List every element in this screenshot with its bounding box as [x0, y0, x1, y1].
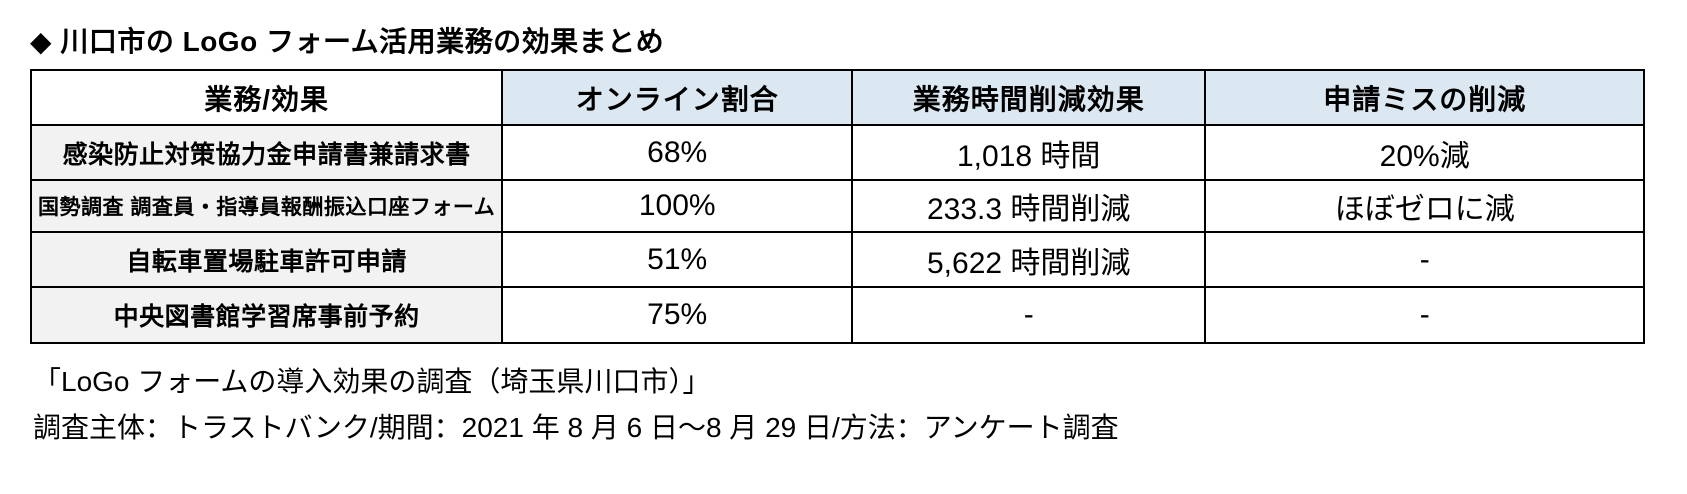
cell-time-saved: 233.3 時間削減 [851, 179, 1207, 233]
table-row: 感染防止対策協力金申請書兼請求書 68% 1,018 時間 20%減 [29, 124, 1646, 181]
cell-error-reduction: - [1204, 231, 1646, 288]
row-label: 国勢調査 調査員・指導員報酬振込口座フォーム [29, 179, 504, 233]
column-header-time-saved: 業務時間削減効果 [851, 69, 1207, 126]
cell-time-saved: - [851, 286, 1207, 344]
cell-online-rate: 51% [501, 231, 854, 288]
table-header-row: 業務/効果 オンライン割合 業務時間削減効果 申請ミスの削減 [29, 69, 1646, 126]
table-row: 自転車置場駐車許可申請 51% 5,622 時間削減 - [29, 231, 1646, 288]
cell-error-reduction: - [1204, 286, 1646, 344]
page-title: ◆ 川口市の LoGo フォーム活用業務の効果まとめ [30, 26, 665, 57]
row-label: 感染防止対策協力金申請書兼請求書 [29, 124, 504, 181]
cell-online-rate: 75% [501, 286, 854, 344]
cell-online-rate: 100% [501, 179, 854, 233]
column-header-task: 業務/効果 [29, 69, 504, 126]
table-row: 中央図書館学習席事前予約 75% - - [29, 286, 1646, 344]
cell-error-reduction: 20%減 [1204, 124, 1646, 181]
cell-error-reduction: ほぼゼロに減 [1204, 179, 1646, 233]
row-label: 自転車置場駐車許可申請 [29, 231, 504, 288]
source-citation: 「LoGo フォームの導入効果の調査（埼玉県川口市）」 [33, 366, 711, 397]
effects-table: 業務/効果 オンライン割合 業務時間削減効果 申請ミスの削減 感染防止対策協力金… [29, 69, 1646, 344]
cell-time-saved: 1,018 時間 [851, 124, 1207, 181]
column-header-error-reduction: 申請ミスの削減 [1204, 69, 1646, 126]
cell-online-rate: 68% [501, 124, 854, 181]
cell-time-saved: 5,622 時間削減 [851, 231, 1207, 288]
table-row: 国勢調査 調査員・指導員報酬振込口座フォーム 100% 233.3 時間削減 ほ… [29, 179, 1646, 233]
column-header-online-rate: オンライン割合 [501, 69, 854, 126]
row-label: 中央図書館学習席事前予約 [29, 286, 504, 344]
survey-details: 調査主体：トラストバンク/期間：2021 年 8 月 6 日～8 月 29 日/… [33, 412, 1119, 443]
